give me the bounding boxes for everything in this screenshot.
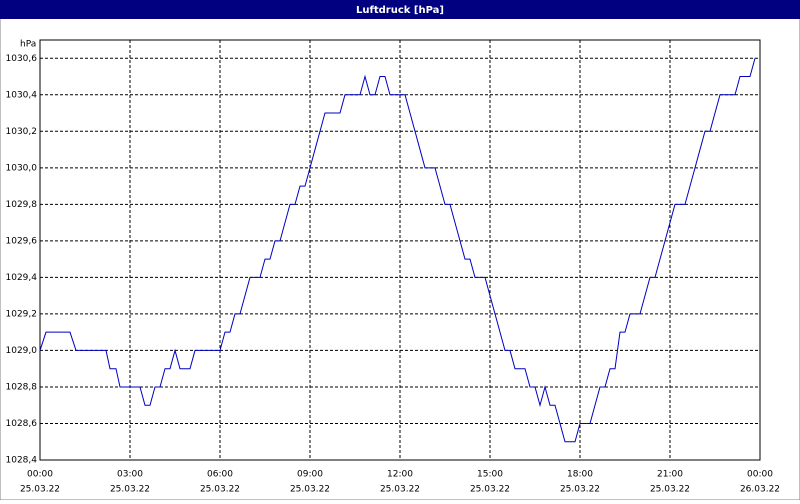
x-tick-date: 25.03.22 <box>110 485 150 495</box>
y-tick-label: 1028,6 <box>6 419 38 429</box>
x-tick-date: 25.03.22 <box>290 485 330 495</box>
y-tick-label: 1030,2 <box>6 127 38 137</box>
plot-border <box>39 39 761 461</box>
title-bar <box>0 0 800 19</box>
y-tick-label: 1028,8 <box>6 382 38 392</box>
chart-title: Luftdruck [hPa] <box>356 5 444 16</box>
x-tick-label: 09:00 <box>297 470 323 480</box>
x-tick-date: 25.03.22 <box>650 485 690 495</box>
x-tick-label: 12:00 <box>387 470 413 480</box>
x-tick-label: 00:00 <box>747 470 773 480</box>
x-tick-date: 25.03.22 <box>560 485 600 495</box>
x-tick-label: 15:00 <box>477 470 503 480</box>
y-tick-label: 1029,4 <box>6 273 38 283</box>
y-tick-label: 1029,0 <box>6 346 38 356</box>
y-tick-label: 1029,8 <box>6 200 38 210</box>
x-tick-label: 06:00 <box>207 470 233 480</box>
data-line <box>39 58 756 443</box>
x-tick-label: 18:00 <box>567 470 593 480</box>
y-unit: hPa <box>20 40 36 50</box>
y-tick-label: 1029,6 <box>6 236 38 246</box>
x-tick-label: 03:00 <box>117 470 143 480</box>
x-tick-label: 21:00 <box>657 470 683 480</box>
y-tick-label: 1030,6 <box>6 54 38 64</box>
x-tick-label: 00:00 <box>27 470 53 480</box>
y-tick-label: 1030,4 <box>6 90 38 100</box>
y-tick-label: 1029,2 <box>6 309 38 319</box>
x-tick-date: 25.03.22 <box>470 485 510 495</box>
x-tick-date: 25.03.22 <box>200 485 240 495</box>
y-tick-label: 1030,0 <box>6 163 38 173</box>
x-tick-date: 25.03.22 <box>20 485 60 495</box>
y-tick-label: 1028,4 <box>6 456 38 466</box>
x-tick-date: 26.03.22 <box>740 485 780 495</box>
x-tick-date: 25.03.22 <box>380 485 420 495</box>
